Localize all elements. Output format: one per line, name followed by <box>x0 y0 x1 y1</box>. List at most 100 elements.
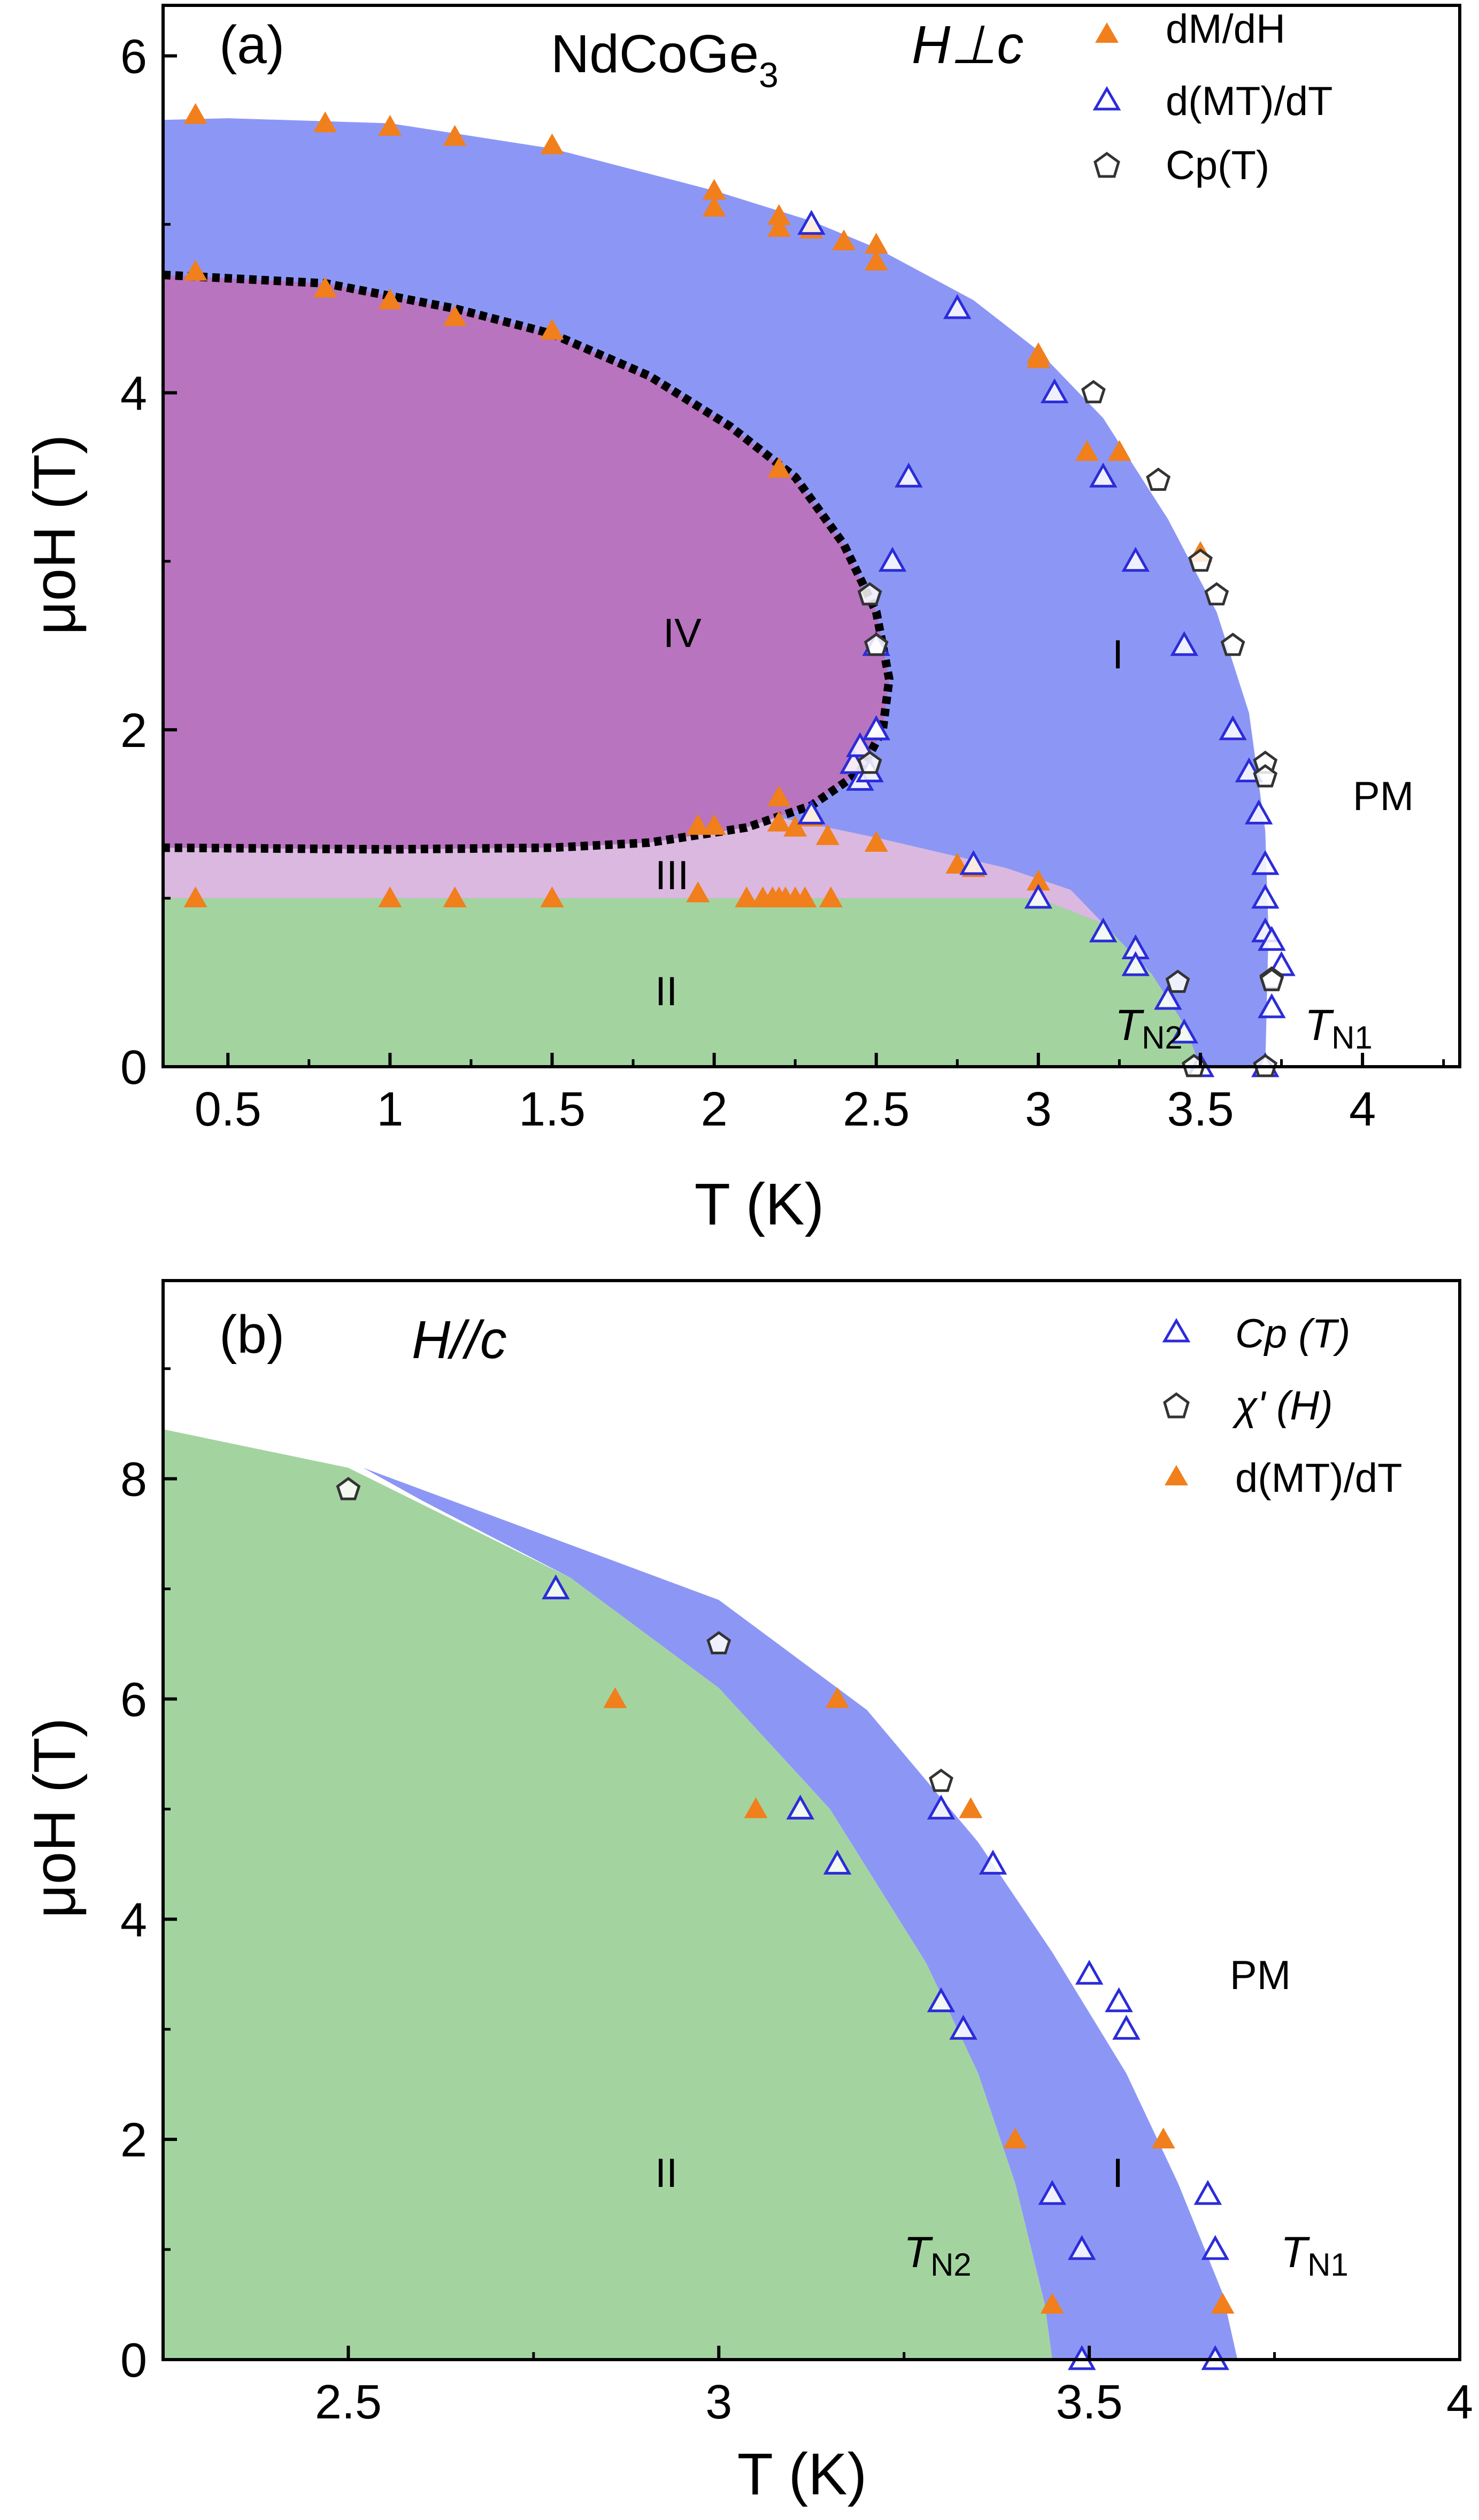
data-point-dmtdt <box>1003 2128 1027 2149</box>
data-point-dmdh <box>864 249 888 271</box>
data-point-cpt <box>949 2015 977 2040</box>
data-point-dmtdt <box>1024 883 1053 909</box>
x-tick-label: 3.5 <box>1167 1083 1234 1136</box>
data-point-dmtdt <box>1244 799 1273 824</box>
data-point-dmtdt <box>826 1687 849 1708</box>
x-tick-label: 2.5 <box>843 1083 910 1136</box>
data-point-cpt <box>1081 380 1106 404</box>
data-point-dmtdt <box>878 546 907 572</box>
panel-b-y-axis-title: μoH (T) <box>22 1717 88 1918</box>
data-point-dmdh <box>815 824 839 845</box>
data-point-dmdh <box>783 815 807 837</box>
data-point-dmtdt <box>1258 926 1286 951</box>
data-point-dmdh <box>702 179 726 200</box>
data-point-dmdh <box>767 204 791 225</box>
data-point-dmdh <box>183 103 207 124</box>
data-point-dmtdt <box>943 294 972 319</box>
data-point-dmdh <box>183 259 207 281</box>
data-point-dmdh <box>686 881 710 903</box>
data-point-dmdh <box>313 276 337 298</box>
panel-a-data-points <box>183 103 1296 1077</box>
data-point-cpt <box>1038 2180 1067 2205</box>
data-point-cpt <box>927 1794 956 1820</box>
y-tick-label: 2 <box>120 704 147 758</box>
x-tick-label: 3 <box>705 2376 732 2429</box>
data-point-dmdh <box>313 111 337 133</box>
data-point-dmtdt <box>1121 546 1150 572</box>
data-point-h <box>929 1768 953 1792</box>
data-point-cpt <box>1193 2180 1222 2205</box>
region-ii-label-b: II <box>655 2151 677 2196</box>
data-point-dmtdt <box>1089 463 1118 488</box>
data-point-cpt <box>542 1574 570 1600</box>
data-point-cpt <box>927 1987 956 2013</box>
data-point-dmtdt <box>1251 850 1280 875</box>
data-point-cpt <box>1068 2234 1096 2260</box>
panel-a-field-label: H⊥c <box>912 15 1023 75</box>
data-point-dmdh <box>819 886 843 907</box>
tn1-label-a: TN1 <box>1305 1001 1373 1055</box>
data-point-dmdh <box>767 785 791 806</box>
data-point-dmdh <box>864 830 888 852</box>
data-point-dmtdt <box>1040 2293 1064 2314</box>
region-iv-label: IV <box>663 611 702 656</box>
panel-b-legend: Cp (T) χ' (H) d(MT)/dT <box>1162 1311 1402 1501</box>
region-i-label: I <box>1112 632 1123 677</box>
legend-cp-marker <box>1093 151 1120 178</box>
phase-iv-dashed-boundary <box>163 271 893 854</box>
data-point-dmtdt <box>959 850 988 875</box>
data-point-dmdh <box>1107 440 1131 461</box>
panel-b-label: (b) <box>219 1305 284 1365</box>
data-point-dmtdt <box>797 799 826 824</box>
region-phase-II <box>163 898 1200 1067</box>
y-tick-label: 6 <box>120 1673 147 1727</box>
data-point-dmdh <box>832 229 856 251</box>
data-point-dmdh <box>702 814 726 835</box>
data-point-dmdh <box>793 886 817 907</box>
data-point-cpt <box>979 1849 1007 1875</box>
region-phase-III <box>163 817 1104 924</box>
legend-dmtdt-label: d(MT)/dT <box>1166 79 1332 124</box>
data-point-dmtdt <box>1154 984 1182 1010</box>
x-tick-label: 3.5 <box>1056 2376 1123 2429</box>
tn2-label-b: TN2 <box>904 2228 972 2283</box>
x-tick-label: 4 <box>1446 2376 1473 2429</box>
data-point-dmdh <box>443 305 467 326</box>
tn1-label-b: TN1 <box>1281 2228 1349 2283</box>
panel-b-data-points <box>336 1477 1235 2370</box>
panel-a-regions <box>163 118 1269 1067</box>
data-point-dmdh <box>767 215 791 237</box>
data-point-dmdh <box>378 114 402 136</box>
region-i-label-b: I <box>1112 2151 1123 2196</box>
data-point-dmtdt <box>959 1797 983 1818</box>
legend-dmdh-label: dM/dH <box>1166 6 1285 52</box>
y-tick-label: 4 <box>120 367 147 421</box>
panel-b-ticks: 2.5 3 3.5 4 0 2 4 6 8 <box>120 1367 1473 2429</box>
data-point-cpt <box>1075 1960 1104 1985</box>
data-point-dmdh <box>378 886 402 907</box>
panel-b-field-label: H//c <box>412 1310 507 1370</box>
region-iii-label: III <box>655 853 689 898</box>
data-point-cpt <box>1253 764 1278 788</box>
panel-b-frame <box>161 1279 1461 2361</box>
data-point-dmdh <box>540 133 564 155</box>
y-tick-label: 2 <box>120 2114 147 2167</box>
data-point-dmdh <box>443 125 467 146</box>
data-point-h <box>706 1631 731 1654</box>
data-point-dmtdt <box>1121 951 1150 976</box>
data-point-dmdh <box>767 457 791 478</box>
data-point-dmtdt <box>797 210 826 235</box>
panel-a-y-axis-title: μoH (T) <box>22 434 88 635</box>
data-point-cpt <box>1188 548 1213 572</box>
data-point-dmdh <box>864 233 888 254</box>
region-pm-label-b: PM <box>1230 1953 1291 1998</box>
data-point-cpt <box>1165 969 1190 993</box>
data-point-dmtdt <box>1170 631 1198 656</box>
data-point-dmtdt <box>846 732 874 757</box>
data-point-cpt <box>1220 633 1245 656</box>
panel-b-regions <box>163 1429 1238 2360</box>
x-tick-label: 3 <box>1025 1083 1052 1136</box>
x-tick-label: 1.5 <box>519 1083 586 1136</box>
y-tick-label: 0 <box>120 2334 147 2387</box>
data-point-dmdh <box>735 886 759 907</box>
